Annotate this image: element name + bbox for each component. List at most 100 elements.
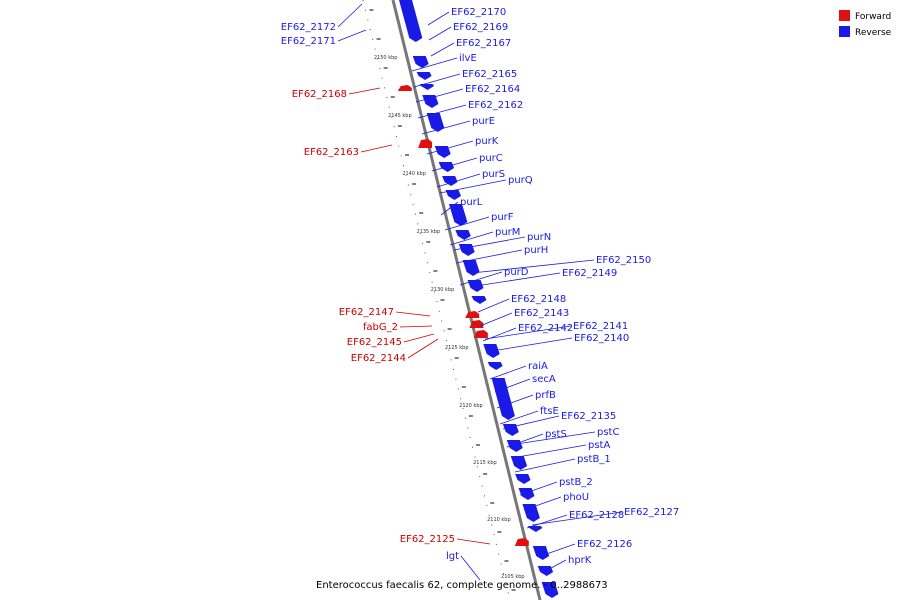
gene-label-forward: EF62_2145 [347,337,402,348]
leader-line-reverse [519,481,558,496]
leader-line-reverse [453,236,526,251]
map-caption: Enterococcus faecalis 62, complete genom… [316,580,608,591]
leader-line-reverse [499,410,539,425]
gene-label-reverse: pstA [588,440,610,451]
leader-line-reverse [415,88,464,103]
legend-reverse-label: Reverse [855,28,892,38]
reverse-gene-block [458,244,475,256]
leader-line-reverse [430,42,455,57]
forward-gene-block [465,311,480,318]
scale-tick-label: 2120 kbp [459,403,483,409]
label-leaders [337,3,623,581]
leader-line-reverse [511,444,587,459]
gene-label-reverse: EF62_2135 [561,411,616,422]
reverse-gene-block [412,56,429,68]
gene-label-reverse: purF [491,212,514,223]
gene-label-forward: EF62_2144 [351,353,406,364]
gene-label-reverse: purQ [508,175,533,186]
gene-label-reverse: purK [475,136,499,147]
forward-gene-block [469,320,484,328]
scale-tick-label: 2115 kbp [473,460,497,466]
gene-label-reverse: pstB_1 [577,454,611,465]
reverse-gene-block [527,526,543,532]
backbone [362,0,542,600]
gene-label-reverse: purS [482,169,505,180]
gene-label-reverse: EF62_2162 [468,100,523,111]
gene-label-reverse: EF62_2167 [456,38,511,49]
gene-label-reverse: purN [527,232,551,243]
gene-label-reverse: pstS [545,429,567,440]
legend-forward-swatch [839,10,850,21]
scale-tick-label: 2130 kbp [431,287,455,293]
leader-line-reverse [459,271,503,286]
leader-line-reverse [411,57,458,72]
leader-line-forward [460,555,481,581]
scale-tick-label: 2110 kbp [487,517,511,523]
gene-label-reverse: ilvE [459,53,477,64]
forward-gene-block [397,85,412,91]
gene-label-forward: lgt [446,551,459,562]
reverse-gene-block [467,280,484,292]
scale-tick-label: 2140 kbp [402,171,426,177]
reverse-gene-block [445,190,461,200]
leader-line-reverse [439,179,507,194]
gene-label-reverse: EF62_2127 [624,507,679,518]
reverse-gene-block [483,344,500,358]
scale-tick-label: 2150 kbp [374,55,398,61]
reverse-gene-block [416,72,432,80]
gene-label-forward: EF62_2125 [400,534,455,545]
reverse-gene-block [515,474,531,484]
gene-label-reverse: EF62_2164 [465,84,520,95]
scale-tick-label: 2125 kbp [445,345,469,351]
gene-label-reverse: purC [479,153,503,164]
reverse-gene-block [448,204,468,226]
gene-blocks [397,0,559,598]
scale-ticks: 2150 kbp 2145 kbp 2140 kbp 2135 kbp 2130 kbp… [369,9,525,591]
reverse-gene-block [491,378,515,420]
gene-label-reverse: EF62_2150 [596,255,651,266]
forward-gene-block [514,538,529,546]
gene-label-reverse: purH [524,245,548,256]
leader-line-forward [337,29,367,42]
gene-label-reverse: EF62_2141 [573,321,628,332]
legend-reverse-swatch [839,26,850,37]
leader-line-reverse [444,216,490,231]
scale-tick-label: 2105 kbp [501,574,525,580]
leader-line-reverse [449,231,494,246]
gene-label-reverse: prfB [535,390,556,401]
leader-line-reverse [514,458,576,473]
leader-line-forward [348,87,381,95]
reverse-gene-block [455,230,471,240]
gene-label-reverse: EF62_2165 [462,69,517,80]
gene-label-reverse: EF62_2149 [562,268,617,279]
leader-line-reverse [413,73,461,88]
leader-line-reverse [491,337,573,352]
scale-tick-label: 2135 kbp [417,229,441,235]
gene-label-reverse: purD [504,267,529,278]
leader-line-reverse [427,11,450,26]
reverse-gene-block [434,146,451,158]
forward-gene-block [473,330,488,338]
reverse-gene-block [462,260,480,276]
gene-label-reverse: hprK [568,555,592,566]
scale-tick-label: 2145 kbp [388,113,412,119]
leader-line-reverse [426,140,474,155]
reverse-gene-block [442,176,458,186]
gene-label-forward: fabG_2 [363,322,398,333]
gene-label-reverse: pstC [597,427,619,438]
leader-line-reverse [471,259,595,274]
legend: Forward Reverse [839,10,892,38]
gene-label-reverse: purL [460,197,483,208]
leader-line-forward [399,325,433,328]
leader-line-reverse [431,157,478,172]
leader-line-forward [456,538,491,545]
reverse-gene-block [532,546,550,560]
leader-line-reverse [531,511,623,526]
leader-line-reverse [440,201,459,216]
backbone-line [391,0,542,600]
leader-line-reverse [494,378,531,393]
leader-line-reverse [421,120,471,135]
leader-line-reverse [541,559,567,574]
leader-line-reverse [523,496,562,511]
leader-line-reverse [482,327,517,342]
